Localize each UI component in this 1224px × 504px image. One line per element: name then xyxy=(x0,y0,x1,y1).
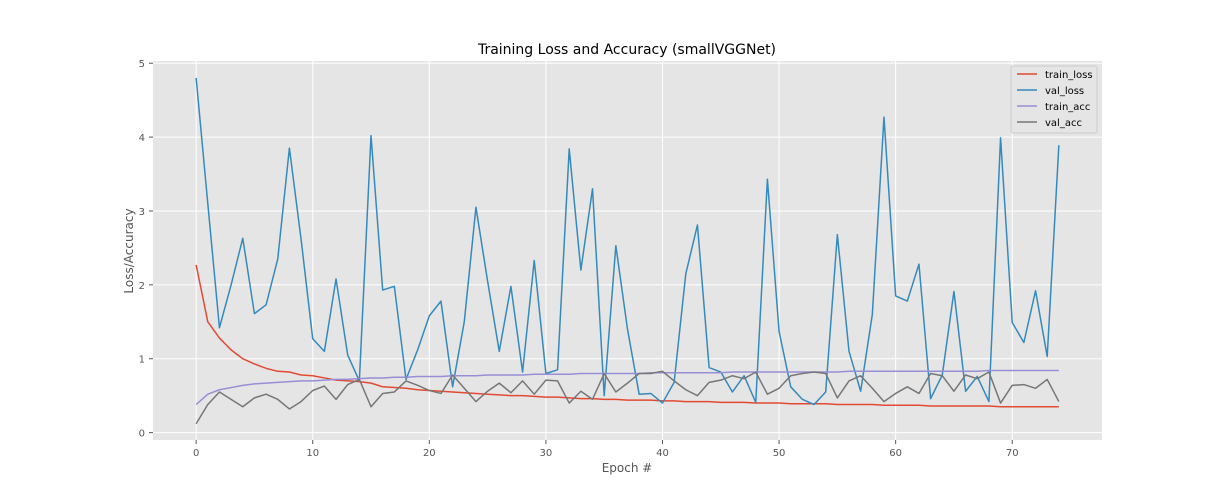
x-tick-label: 30 xyxy=(540,448,553,459)
x-tick-label: 70 xyxy=(1006,448,1019,459)
y-tick-label: 3 xyxy=(139,207,145,218)
chart-title: Training Loss and Accuracy (smallVGGNet) xyxy=(477,42,776,58)
x-axis-label: Epoch # xyxy=(602,461,653,475)
legend-box xyxy=(1010,65,1098,134)
y-axis-ticks: 0 1 2 3 4 5 xyxy=(139,59,153,440)
y-tick-label: 2 xyxy=(139,281,145,292)
y-tick-label: 0 xyxy=(139,429,145,440)
legend-label-train-loss: train_loss xyxy=(1045,70,1093,81)
legend-label-val-acc: val_acc xyxy=(1045,118,1082,129)
x-axis-ticks: 0 10 20 30 40 50 60 70 xyxy=(193,440,1019,459)
series-line-train-loss xyxy=(195,264,1059,408)
x-tick-label: 50 xyxy=(773,448,786,459)
legend: train_loss val_loss train_acc val_acc xyxy=(1010,65,1098,134)
x-tick-label: 10 xyxy=(306,448,319,459)
x-tick-label: 40 xyxy=(656,448,669,459)
series-lines xyxy=(195,77,1060,425)
x-tick-label: 60 xyxy=(889,448,902,459)
y-tick-label: 4 xyxy=(139,133,145,144)
x-tick-label: 0 xyxy=(193,448,199,459)
legend-label-val-loss: val_loss xyxy=(1045,86,1084,97)
y-tick-label: 1 xyxy=(139,355,145,366)
legend-label-train-acc: train_acc xyxy=(1045,102,1090,113)
series-line-train-acc xyxy=(195,369,1059,406)
series-line-val-acc xyxy=(195,370,1060,425)
y-axis-label: Loss/Accuracy xyxy=(122,208,136,293)
series-line-val-loss xyxy=(195,77,1060,406)
y-tick-label: 5 xyxy=(139,59,145,70)
x-tick-label: 20 xyxy=(423,448,436,459)
